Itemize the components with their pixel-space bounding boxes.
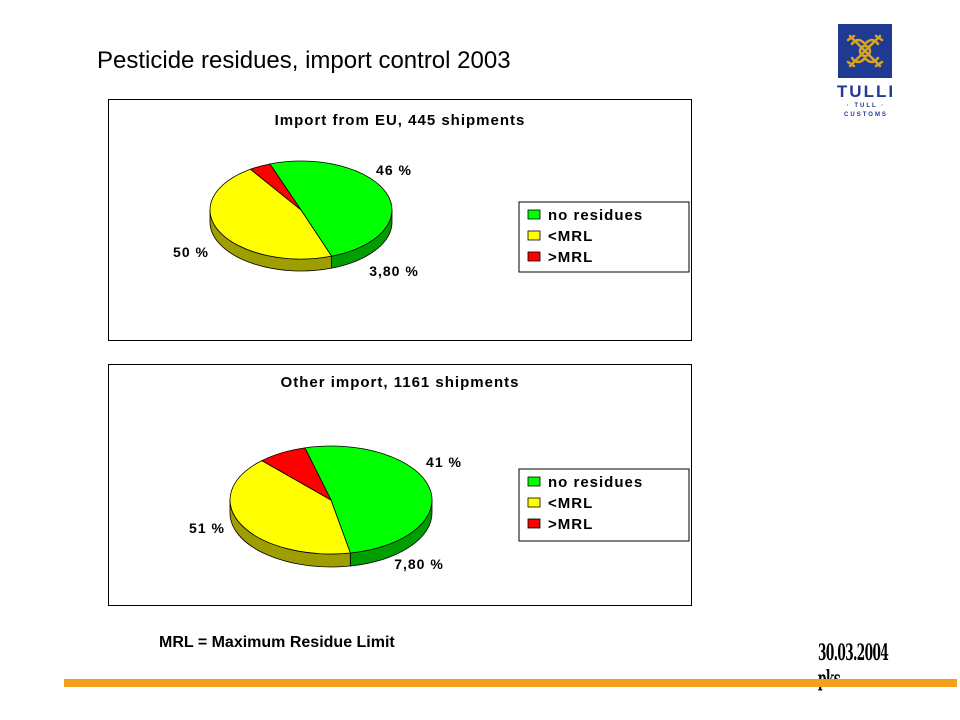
tulli-emblem-icon [838, 24, 892, 78]
legend-swatch [527, 209, 541, 220]
legend-swatch [527, 251, 541, 262]
chart-other-import: Other import, 1161 shipments 51 % 41 % 7,80… [108, 364, 692, 606]
legend-label: >MRL [548, 516, 593, 533]
slide-title: Pesticide residues, import control 2003 [97, 47, 511, 74]
pie-chart-other: Other import, 1161 shipments 51 % 41 % 7,80… [189, 374, 690, 572]
legend-swatch [527, 497, 541, 508]
legend-label: <MRL [548, 228, 593, 245]
mrl-footnote: MRL = Maximum Residue Limit [159, 634, 395, 651]
chart-eu-import: Import from EU, 445 shipments 50 % 46 % 3,8… [108, 99, 692, 341]
legend-swatch [527, 476, 541, 487]
chart-title: Other import, 1161 shipments [281, 374, 520, 391]
pie-slice-noresidues [304, 445, 433, 554]
data-label: 41 % [426, 454, 462, 470]
legend-label: >MRL [548, 249, 593, 266]
pie-chart-eu: Import from EU, 445 shipments 50 % 46 % 3,8… [173, 112, 690, 279]
legend-box [518, 468, 690, 542]
data-label: 3,80 % [369, 263, 419, 279]
bottom-accent-bar [64, 679, 957, 687]
tulli-logo: TULLI · TULL · CUSTOMS [832, 24, 900, 120]
legend-label: no residues [548, 474, 643, 491]
logo-sub-1: · TULL · [846, 103, 886, 109]
data-label: 7,80 % [394, 556, 444, 572]
chart-title: Import from EU, 445 shipments [275, 112, 526, 129]
legend-swatch [527, 518, 541, 529]
pie-slice-mrl [229, 460, 351, 555]
legend-swatch [527, 230, 541, 241]
pie-slice-mrl [209, 168, 333, 260]
data-label: 46 % [376, 162, 412, 178]
pie-slice-mrl [249, 163, 302, 211]
logo-name: TULLI [836, 82, 896, 101]
legend-label: <MRL [548, 495, 593, 512]
pie-slice-noresidues [269, 160, 393, 257]
data-label: 51 % [189, 520, 225, 536]
pie-slice-mrl [261, 447, 332, 502]
logo-sub-2: CUSTOMS [844, 112, 888, 118]
data-label: 50 % [173, 244, 209, 260]
legend-box [518, 201, 690, 273]
legend-label: no residues [548, 207, 643, 224]
